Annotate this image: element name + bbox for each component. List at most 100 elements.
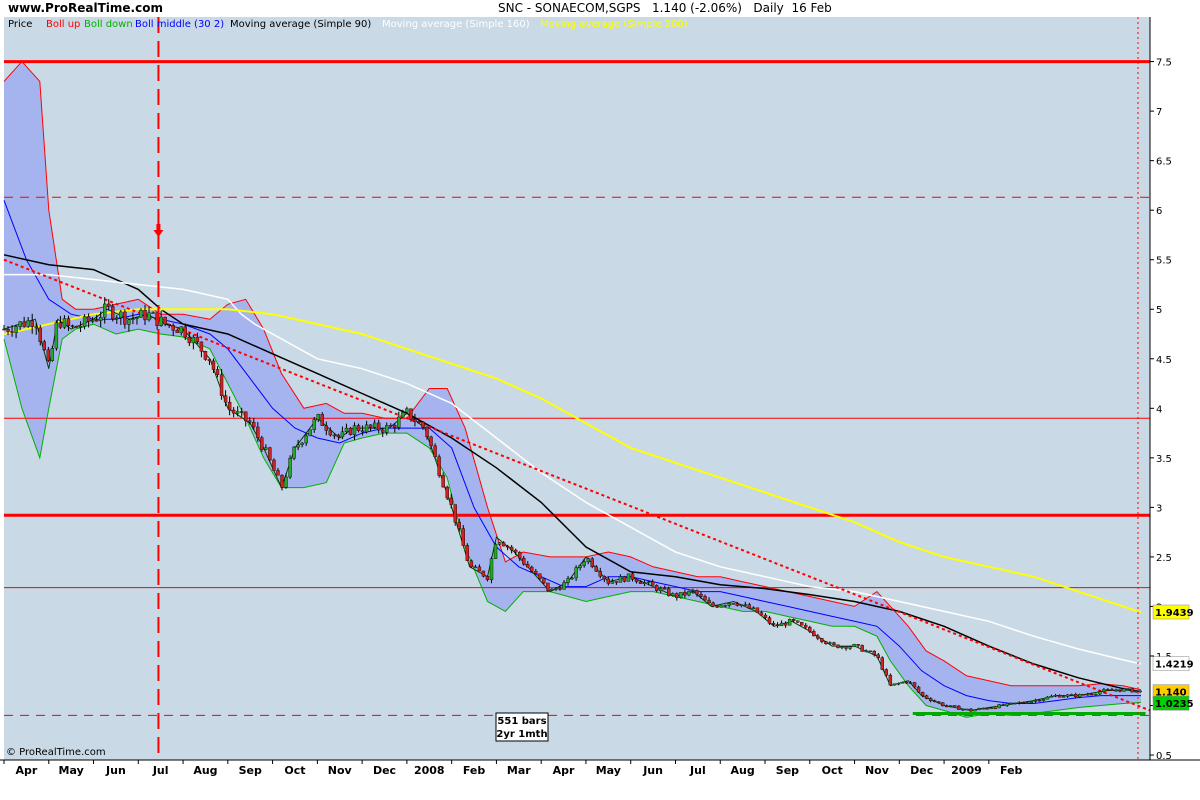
candle-body xyxy=(50,348,55,361)
price-candle xyxy=(127,319,131,332)
x-tick-label: 2008 xyxy=(414,764,445,777)
candle-body xyxy=(679,592,683,598)
candle-body xyxy=(1057,695,1062,698)
price-candle xyxy=(2,325,6,331)
candle-body xyxy=(896,682,901,685)
price-candle xyxy=(654,584,659,593)
price-candle xyxy=(356,423,361,433)
candle-body xyxy=(300,442,304,445)
candle-body xyxy=(977,708,981,711)
price-candle xyxy=(308,429,312,437)
candle-body xyxy=(739,604,743,606)
price-candle xyxy=(932,699,937,703)
price-candle xyxy=(904,681,909,684)
x-tick-label: Jul xyxy=(152,764,169,777)
price-candle xyxy=(58,315,63,329)
price-candle xyxy=(848,645,852,650)
x-tick-label: Sep xyxy=(776,764,799,777)
candle-body xyxy=(928,698,933,702)
candle-body xyxy=(381,429,385,433)
price-candle xyxy=(1025,701,1030,704)
price-candle xyxy=(433,443,437,458)
candle-body xyxy=(932,700,937,703)
candle-body xyxy=(1005,703,1009,706)
price-candle xyxy=(1134,690,1138,693)
price-candle xyxy=(747,602,752,609)
price-candle xyxy=(892,683,897,686)
price-candle xyxy=(812,629,816,637)
x-tick-label: Feb xyxy=(1000,764,1023,777)
bars-count-box: 551 bars 2yr 1mth xyxy=(495,712,549,742)
candle-body xyxy=(699,593,703,597)
candle-body xyxy=(840,646,844,649)
price-label: 1.140 xyxy=(1155,688,1187,699)
candle-body xyxy=(505,545,510,548)
price-candle xyxy=(993,707,997,710)
price-candle xyxy=(38,325,42,346)
price-candle xyxy=(538,573,542,581)
candle-body xyxy=(642,582,647,585)
price-candle xyxy=(211,358,216,374)
price-label-box xyxy=(1152,604,1190,620)
price-candle xyxy=(723,604,727,608)
legend-boll-down: Boll down xyxy=(84,19,133,30)
y-tick-label: 0.5 xyxy=(1156,751,1172,762)
candle-body xyxy=(868,650,872,653)
price-candle xyxy=(425,425,429,440)
candle-body xyxy=(1013,702,1017,705)
price-candle xyxy=(123,309,127,329)
price-candle xyxy=(804,623,808,630)
price-candle xyxy=(66,315,71,332)
x-tick-label: Feb xyxy=(463,764,486,777)
price-candle xyxy=(558,585,562,591)
price-candle xyxy=(82,314,87,330)
candle-body xyxy=(1110,689,1114,691)
price-candle xyxy=(473,564,478,569)
candle-body xyxy=(62,318,67,328)
price-candle xyxy=(360,425,365,436)
candle-body xyxy=(908,682,913,684)
site-name[interactable]: www.ProRealTime.com xyxy=(8,1,163,15)
candle-body xyxy=(372,422,377,428)
candle-body xyxy=(445,486,449,499)
candle-body xyxy=(461,528,465,546)
price-label-box xyxy=(1152,656,1190,671)
price-candle xyxy=(143,304,147,326)
price-candle xyxy=(413,413,417,427)
candle-body xyxy=(292,446,296,459)
candle-body xyxy=(1073,694,1078,698)
price-candle xyxy=(795,620,800,623)
price-candle xyxy=(518,551,522,562)
price-candle xyxy=(22,316,26,328)
candle-body xyxy=(654,585,659,591)
price-label: 1.4219 xyxy=(1155,660,1194,671)
price-candle xyxy=(530,565,534,573)
candle-body xyxy=(179,326,183,333)
price-candle xyxy=(1005,702,1009,707)
price-candle xyxy=(969,708,973,712)
arrow-down-icon xyxy=(153,223,164,237)
candle-body xyxy=(70,325,75,327)
price-candle xyxy=(945,704,949,708)
candle-body xyxy=(904,681,909,684)
candle-body xyxy=(107,303,111,307)
candle-body xyxy=(288,458,292,478)
price-candle xyxy=(292,446,296,461)
candle-body xyxy=(175,330,179,333)
candle-body xyxy=(695,590,699,595)
legend-ma160: Moving average (Simple 160) xyxy=(382,19,530,30)
y-tick-label: 6.5 xyxy=(1156,157,1172,168)
price-candle xyxy=(920,691,925,698)
candle-body xyxy=(413,419,417,422)
price-candle xyxy=(135,316,139,325)
price-candle xyxy=(1009,702,1013,705)
price-candle xyxy=(687,590,691,597)
price-candle xyxy=(868,650,872,653)
price-candle xyxy=(1122,687,1126,692)
series-moving-average-simple-200- xyxy=(3,308,1142,614)
series-boll-middle-30-2- xyxy=(3,200,1141,704)
price-candle xyxy=(364,420,369,434)
candle-body xyxy=(791,619,796,621)
price-candle xyxy=(159,310,163,327)
